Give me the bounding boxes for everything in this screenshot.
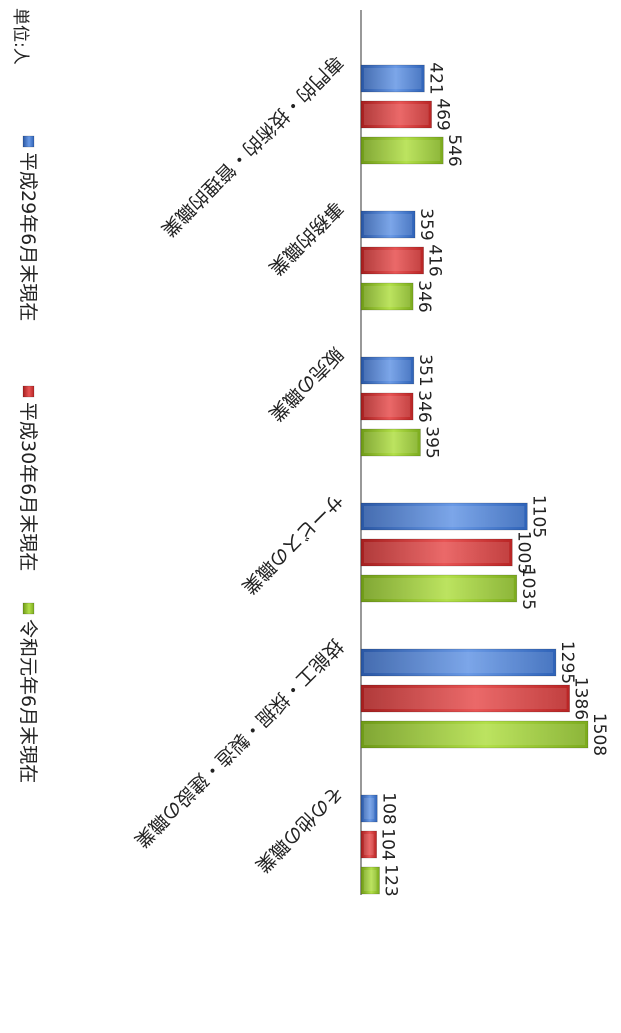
category-label: 販売の職業 [264,342,347,425]
bar [360,648,557,677]
data-label: 108 [378,792,398,824]
data-label: 546 [444,134,464,166]
bar-highlight [363,688,567,709]
data-label: 395 [421,426,441,458]
bar-highlight [363,506,525,527]
legend-swatch [22,135,35,148]
bar-highlight [364,214,413,235]
bar-highlight [363,104,429,125]
data-label: 416 [425,244,445,276]
legend-swatch [22,602,35,615]
data-label: 1105 [528,495,548,538]
bar-highlight [364,542,510,563]
category-labels: 専門的・技術的・管理的職業事務的職業販売の職業サービスの職業技能工・採掘・製造・… [130,50,347,876]
bar [360,136,444,165]
bar [360,794,378,823]
bar [360,866,380,895]
bar-highlight [364,724,585,745]
bar [360,356,415,385]
bar-highlight [363,834,374,855]
bar [360,210,416,239]
bar [360,392,414,421]
bar [360,830,377,859]
data-label: 104 [378,828,398,860]
unit-label: 単位:人 [10,8,30,65]
bars [360,64,589,895]
bar-highlight [364,250,421,271]
bar [360,720,589,749]
bar-highlight [364,286,411,307]
data-label: 1035 [518,567,538,610]
bar [360,64,425,93]
data-label: 1295 [557,641,577,684]
data-label: 346 [414,280,434,312]
bar-highlight [364,360,411,381]
data-label: 351 [415,354,435,386]
bar-highlight [364,578,514,599]
bar [360,282,414,311]
legend-swatch [22,385,35,398]
category-label: 事務的職業 [264,196,347,279]
bar-highlight [364,432,418,453]
bar [360,246,424,275]
bar-highlight [363,68,422,89]
bar [360,684,570,713]
data-label: 469 [433,98,453,130]
category-label: サービスの職業 [237,488,347,598]
data-label: 359 [416,208,436,240]
legend-label: 令和元年6月末現在 [17,619,39,783]
bar-highlight [363,798,375,819]
bar-highlight [364,652,553,673]
data-label: 421 [425,62,445,94]
bar [360,502,528,531]
bar [360,100,432,129]
bar [360,538,513,567]
category-label: その他の職業 [251,780,347,876]
data-label: 1508 [589,713,609,756]
data-label: 123 [381,864,401,896]
bar-highlight [364,870,377,891]
legend-label: 平成29年6月末現在 [17,152,39,321]
bar [360,574,518,603]
data-label: 1005 [513,531,533,574]
legend-label: 平成30年6月末現在 [17,402,39,571]
data-label: 346 [414,390,434,422]
bar-highlight [364,140,441,161]
data-label: 1386 [571,677,591,720]
bar [360,428,421,457]
bar-highlight [364,396,411,417]
